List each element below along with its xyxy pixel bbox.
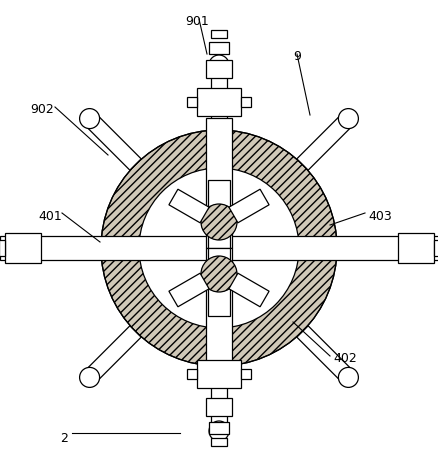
Bar — [197, 88, 240, 116]
Circle shape — [208, 421, 229, 441]
Bar — [0, 240, 5, 256]
Circle shape — [201, 204, 237, 240]
Text: 901: 901 — [184, 15, 208, 28]
Bar — [240, 97, 251, 107]
Polygon shape — [84, 113, 141, 170]
Bar — [211, 30, 226, 38]
Text: 9: 9 — [292, 50, 300, 63]
Bar — [197, 360, 240, 388]
Polygon shape — [296, 113, 353, 170]
Polygon shape — [296, 326, 353, 383]
Circle shape — [79, 367, 99, 388]
Circle shape — [79, 109, 99, 129]
Bar — [208, 422, 229, 434]
Polygon shape — [211, 366, 226, 431]
Bar — [211, 438, 226, 446]
Bar — [187, 97, 197, 107]
Text: 902: 902 — [30, 103, 53, 116]
Bar — [187, 369, 197, 379]
Circle shape — [338, 109, 357, 129]
Circle shape — [338, 367, 357, 388]
Circle shape — [26, 238, 46, 258]
Bar — [208, 42, 229, 54]
Circle shape — [139, 168, 298, 328]
Text: 401: 401 — [38, 210, 62, 223]
Polygon shape — [336, 240, 401, 256]
Bar — [240, 369, 251, 379]
Bar — [205, 248, 231, 378]
Bar — [205, 60, 231, 78]
Bar — [433, 240, 438, 256]
Polygon shape — [84, 326, 141, 383]
Bar — [208, 180, 230, 248]
Polygon shape — [169, 273, 208, 307]
Bar — [205, 118, 231, 248]
Circle shape — [208, 55, 229, 75]
Bar — [0, 236, 438, 260]
Circle shape — [201, 256, 237, 292]
Text: 403: 403 — [367, 210, 391, 223]
Polygon shape — [169, 189, 208, 223]
Polygon shape — [228, 189, 268, 223]
Polygon shape — [228, 273, 268, 307]
Text: 2: 2 — [60, 432, 68, 445]
Text: 402: 402 — [332, 352, 356, 365]
Bar — [397, 233, 433, 263]
Circle shape — [101, 130, 336, 366]
Circle shape — [391, 238, 411, 258]
Bar — [208, 248, 230, 316]
Bar — [5, 233, 41, 263]
Polygon shape — [36, 240, 101, 256]
Polygon shape — [211, 65, 226, 130]
Bar — [205, 398, 231, 416]
